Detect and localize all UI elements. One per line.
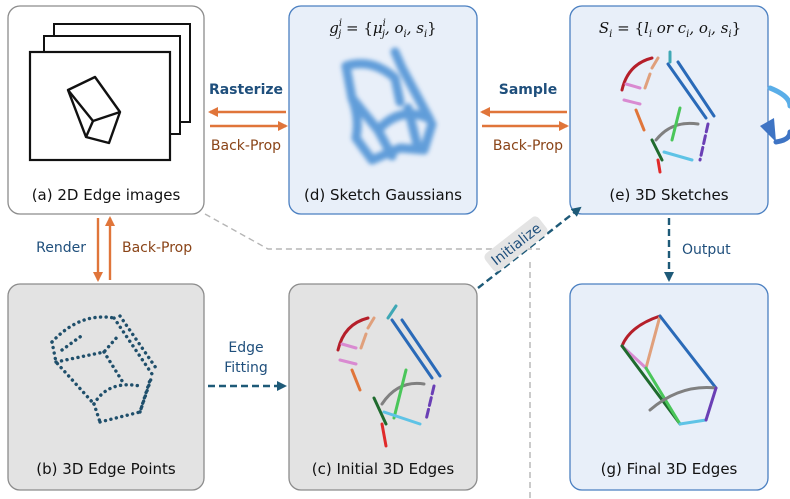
sketch-strokes-c — [336, 304, 442, 448]
svg-text:Edge: Edge — [228, 340, 263, 356]
formula-3d-sketches: Si = {li or ci, oi, si} — [599, 19, 741, 40]
svg-text:Initialize: Initialize — [489, 220, 545, 269]
panel-3d-edge-points: (b) 3D Edge Points — [7, 283, 205, 491]
panel-edge-images: (a) 2D Edge images — [7, 5, 205, 215]
initialize-label-bg — [484, 216, 548, 272]
arrow-backprop-d-e: Back-Prop — [482, 121, 569, 154]
svg-text:Fitting: Fitting — [224, 360, 268, 376]
svg-text:Back-Prop: Back-Prop — [122, 240, 192, 256]
arrow-backprop-a-d: Back-Prop — [210, 121, 288, 154]
panel-sketch-gaussians: gi j = {μi j, oi, si} (d) Sketch Gaussians — [288, 5, 478, 215]
arrow-render: Render — [36, 218, 103, 282]
final-edge-strokes — [620, 314, 718, 426]
arrow-backprop-b-a: Back-Prop — [105, 216, 192, 280]
svg-text:Rasterize: Rasterize — [209, 82, 283, 98]
svg-text:Sample: Sample — [499, 82, 557, 98]
formula-sketch-gaussians: gi j = {μi j, oi, si} — [329, 18, 436, 40]
caption-initial-3d-edges: (c) Initial 3D Edges — [312, 460, 455, 478]
svg-text:Output: Output — [682, 242, 731, 258]
caption-3d-sketches: (e) 3D Sketches — [609, 186, 728, 204]
arrow-output: Output — [664, 218, 731, 282]
sketch-strokes-e — [620, 50, 716, 174]
arrow-edge-fitting: Edge Fitting — [208, 340, 287, 391]
edge-point-cloud — [50, 314, 158, 424]
caption-3d-edge-points: (b) 3D Edge Points — [36, 460, 176, 478]
panel-initial-3d-edges: (c) Initial 3D Edges — [288, 283, 478, 491]
svg-text:Render: Render — [36, 240, 86, 256]
arrow-initialize: Initialize — [477, 206, 582, 289]
image-stack-icon — [28, 23, 191, 162]
caption-final-3d-edges: (g) Final 3D Edges — [601, 460, 738, 478]
caption-sketch-gaussians: (d) Sketch Gaussians — [304, 186, 462, 204]
svg-text:Back-Prop: Back-Prop — [211, 138, 281, 154]
panel-3d-sketches: Si = {li or ci, oi, si} (e) 3D Sketches — [569, 5, 790, 215]
guide-dash-horizontal — [204, 213, 540, 250]
panel-final-3d-edges: (g) Final 3D Edges — [569, 283, 769, 491]
caption-edge-images: (a) 2D Edge images — [32, 186, 181, 204]
svg-text:Back-Prop: Back-Prop — [493, 138, 563, 154]
arrow-rasterize: Rasterize — [208, 82, 286, 117]
gaussian-blobs — [341, 47, 437, 165]
arrow-sample: Sample — [480, 82, 567, 117]
